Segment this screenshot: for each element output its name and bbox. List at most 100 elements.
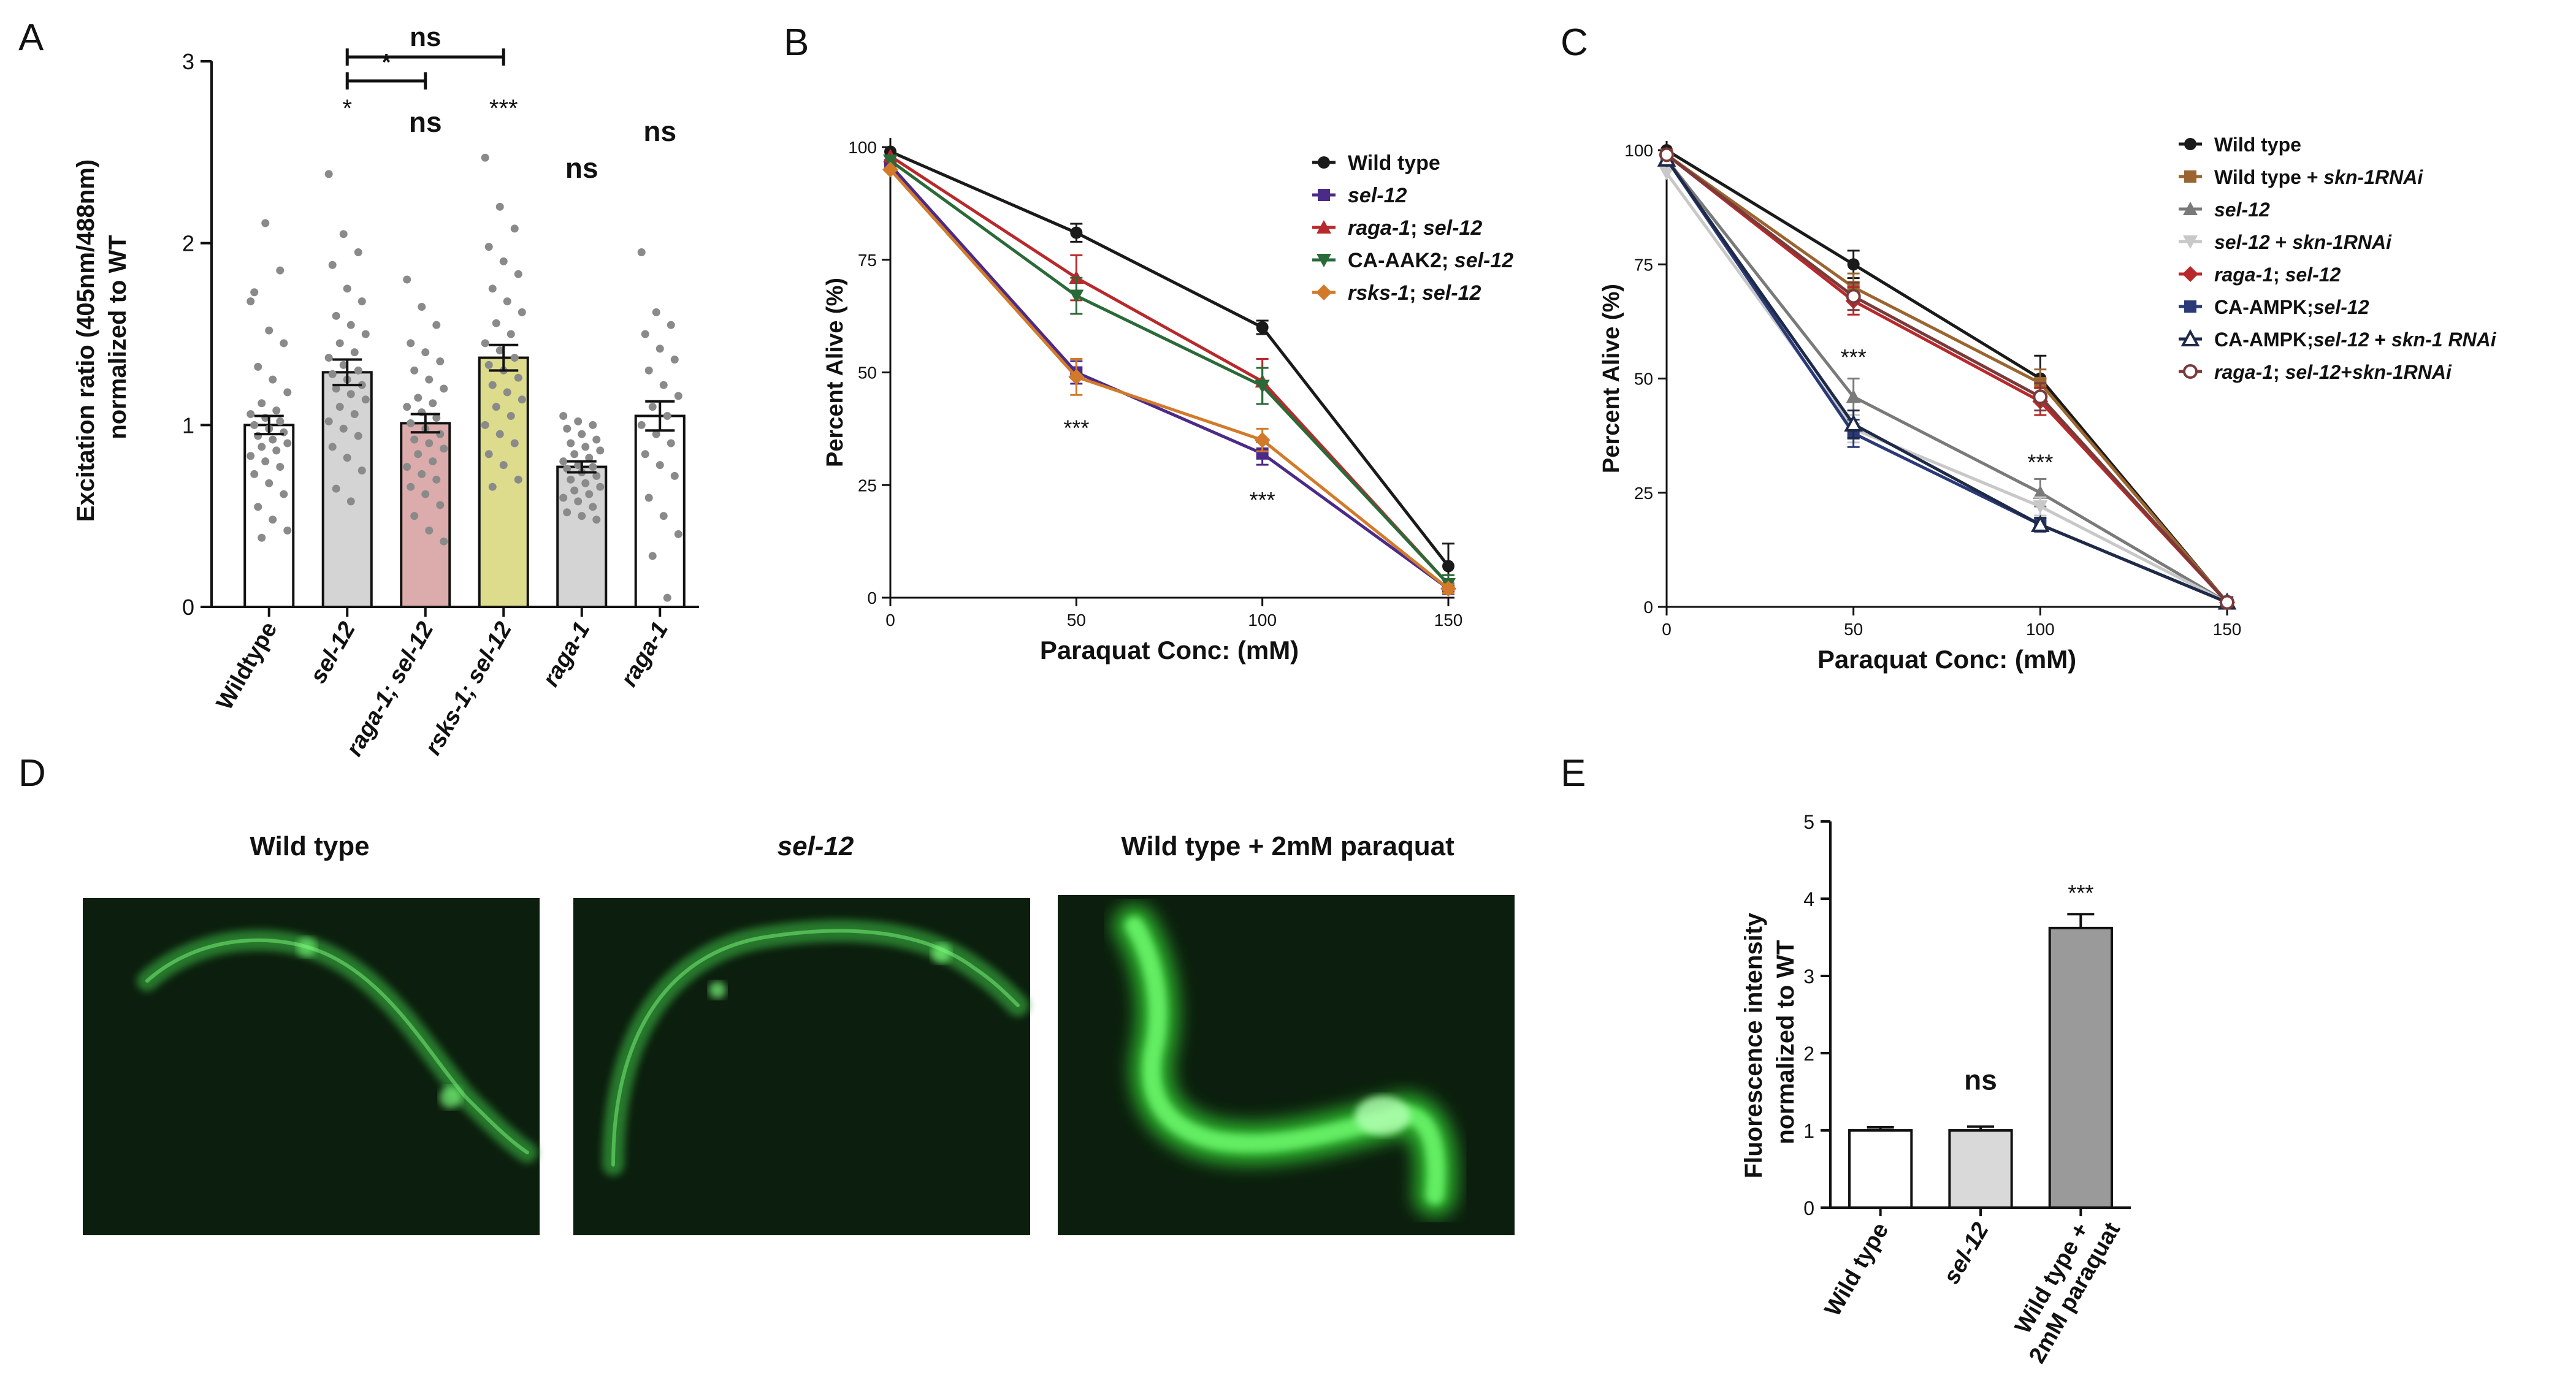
chart-a-point — [574, 497, 583, 506]
chart-b-legend-label-part: sel-12 — [1454, 249, 1513, 272]
chart-c-series-line — [1665, 172, 2228, 604]
chart-a-point — [492, 403, 500, 411]
chart-a-point — [563, 508, 571, 517]
chart-b-legend-label: rsks-1; sel-12 — [1348, 281, 1481, 305]
chart-c-legend-label-part — [2287, 231, 2292, 253]
chart-c-legend-label-part: + — [2341, 361, 2352, 383]
chart-a-point — [343, 284, 351, 293]
chart-a-ytick-label: 3 — [182, 49, 194, 74]
chart-a-point — [357, 381, 366, 389]
chart-a-point — [503, 388, 511, 397]
chart-a-point — [247, 297, 255, 306]
chart-c-series-line — [1665, 153, 2228, 604]
chart-a-category-label: Wildtype — [212, 618, 282, 715]
chart-b-xtick-label: 50 — [1067, 611, 1086, 630]
chart-a-point — [641, 330, 649, 338]
chart-a-point — [418, 303, 426, 311]
chart-b-ytick-label: 0 — [867, 588, 877, 608]
chart-b-point — [1442, 560, 1454, 573]
chart-c-legend-label-part: ; — [2273, 361, 2280, 383]
chart-a-point — [332, 384, 340, 393]
micrograph-paraquat — [1058, 895, 1515, 1235]
chart-a-point — [667, 439, 675, 448]
chart-c-legend-label-part: type — [2261, 166, 2301, 188]
chart-c-legend-marker — [2183, 364, 2198, 379]
chart-a-point — [578, 512, 586, 520]
chart-a-category-label: sel-12 — [305, 618, 361, 688]
chart-c-legend-label-part: + — [2374, 329, 2386, 351]
chart-c-legend-label-part: raga-1 — [2214, 264, 2273, 286]
chart-a-point — [592, 516, 601, 524]
chart-c-series-line — [1665, 158, 2228, 604]
chart-a-point — [328, 443, 337, 451]
chart-c-legend-marker — [2180, 329, 2200, 346]
chart-a-point — [481, 421, 489, 429]
chart-c-legend-label: Wild type — [2214, 134, 2301, 156]
chart-a-point — [506, 412, 515, 420]
chart-b-legend-label-part — [1448, 249, 1454, 272]
chart-c-point — [2030, 514, 2050, 532]
chart-b-ytick-label: 75 — [858, 251, 877, 270]
chart-a-point — [403, 403, 411, 411]
chart-b-legend-marker — [1317, 254, 1331, 267]
chart-b-legend-label-part — [1416, 281, 1422, 305]
chart-a-point — [425, 439, 434, 448]
chart-a-point — [250, 470, 259, 478]
chart-c-legend-label-part: + — [2276, 231, 2287, 253]
chart-a-point — [663, 593, 671, 602]
chart-c-legend-label-part: Wild — [2214, 134, 2255, 156]
chart-a-point — [655, 345, 664, 353]
chart-c-legend-label-part: skn-1RNAi — [2292, 231, 2392, 253]
chart-a-point — [403, 275, 411, 284]
chart-c-legend-label-part: sel-12 — [2285, 361, 2341, 383]
chart-c-xtick-label: 150 — [2213, 620, 2242, 639]
chart-a-point — [440, 384, 448, 393]
chart-c-legend-label: Wild type + skn-1RNAi — [2214, 166, 2423, 188]
chart-a-point — [585, 454, 594, 462]
chart-b-legend-label: raga-1; sel-12 — [1348, 216, 1482, 240]
chart-e-category-label: Wild type — [1820, 1219, 1894, 1321]
chart-b-point — [1256, 321, 1269, 333]
chart-b-xtick-label: 150 — [1434, 611, 1463, 630]
chart-a-point — [265, 479, 273, 487]
micrograph-sel12 — [573, 898, 1030, 1235]
chart-c-point — [2033, 389, 2048, 405]
chart-b-point — [882, 161, 898, 178]
chart-c-legend-label-part — [2255, 134, 2261, 156]
chart-a-point — [648, 403, 657, 411]
chart-c-legend-label-part: sel-12 — [2314, 329, 2369, 351]
chart-c-legend-label-part — [2386, 329, 2391, 351]
chart-a-point — [361, 395, 370, 404]
chart-a-point — [495, 430, 504, 438]
chart-b-xtick-label: 100 — [1248, 611, 1277, 630]
chart-a-point — [495, 346, 504, 355]
chart-a-point — [644, 366, 653, 375]
chart-a-point — [589, 463, 597, 471]
chart-a-point — [339, 230, 348, 238]
chart-c-legend-label-part: ; — [2307, 329, 2314, 351]
chart-c-legend-label: raga-1; sel-12+skn-1RNAi — [2214, 361, 2452, 383]
chart-c-legend-label-part: RNAi — [2448, 329, 2496, 351]
chart-a-point — [518, 395, 526, 404]
chart-a-point — [510, 224, 519, 233]
chart-b-annotation: *** — [1250, 487, 1275, 512]
chart-a-point — [484, 243, 493, 251]
chart-a-point — [481, 339, 489, 348]
chart-c-legend-marker — [2183, 235, 2198, 249]
chart-c: 0 25 50 75 100 0 50 100 150 Paraquat Conc: (mM) Pe… — [1599, 134, 2497, 674]
chart-a-point — [440, 537, 448, 546]
chart-b-point — [1440, 581, 1456, 597]
chart-a-point — [484, 450, 493, 459]
chart-a-point — [335, 403, 344, 411]
chart-a-bracket-label: * — [382, 50, 391, 75]
chart-b-legend-label-part: sel-12 — [1423, 216, 1482, 240]
chart-a-point — [324, 354, 333, 362]
chart-e-ytick-label: 3 — [1803, 966, 1814, 988]
chart-b-legend-label-part: sel-12 — [1422, 281, 1481, 305]
chart-a-category-label: raga-1 — [538, 618, 595, 691]
chart-c-legend-label-part — [2280, 361, 2285, 383]
chart-b-ytick-label: 25 — [858, 476, 877, 495]
chart-b-legend-label-part: Wild — [1348, 151, 1391, 175]
chart-c-point — [2033, 485, 2048, 499]
